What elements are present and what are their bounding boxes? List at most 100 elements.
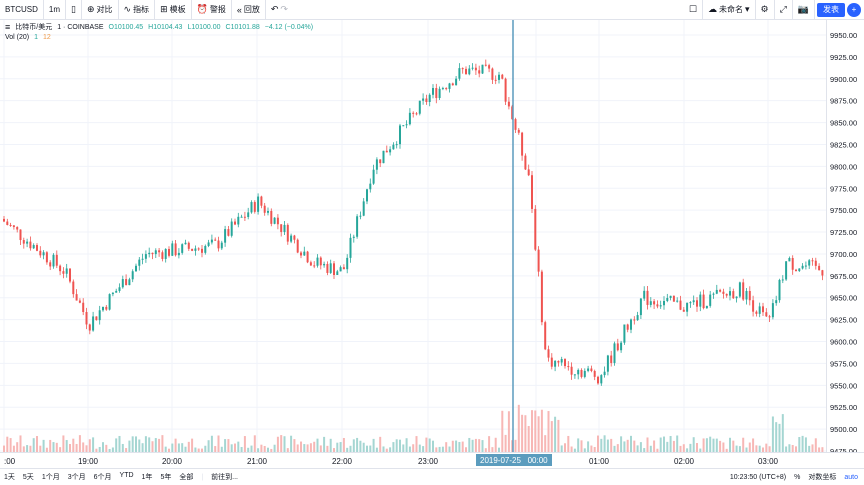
candle-body bbox=[125, 279, 128, 286]
chart-type-button[interactable]: ▯ bbox=[66, 0, 82, 20]
candle-body bbox=[171, 243, 174, 256]
publish-button[interactable]: 发表 bbox=[817, 2, 845, 17]
volume-bar bbox=[692, 437, 695, 452]
layout-button[interactable]: ☁ 未命名 ▾ bbox=[703, 0, 756, 20]
candle-body bbox=[253, 202, 256, 212]
volume-bar bbox=[768, 446, 771, 452]
volume-bar bbox=[336, 442, 339, 452]
range-4[interactable]: 6个月 bbox=[93, 474, 112, 481]
candle-body bbox=[273, 217, 276, 224]
candle-body bbox=[49, 262, 52, 267]
indicators-icon: ∿ bbox=[123, 4, 132, 14]
candle-body bbox=[29, 241, 32, 249]
templates-icon: ⊞ bbox=[160, 4, 168, 14]
candle-body bbox=[762, 306, 764, 313]
candle-body bbox=[630, 319, 632, 330]
snapshot-button[interactable]: 📷 bbox=[793, 0, 815, 20]
chart-area[interactable] bbox=[0, 20, 826, 452]
volume-bar bbox=[719, 440, 722, 452]
clock-label[interactable]: 10:23:50 (UTC+8) bbox=[729, 473, 787, 481]
candle-body bbox=[709, 294, 712, 306]
range-8[interactable]: 全部 bbox=[179, 474, 194, 481]
volume-bar bbox=[577, 438, 580, 452]
price-tick: 9700.00 bbox=[830, 250, 857, 259]
time-tick: 03:00 bbox=[758, 457, 779, 466]
volume-bar bbox=[514, 439, 517, 452]
volume-bar bbox=[313, 441, 316, 452]
volume-bar bbox=[382, 446, 385, 452]
volume-bar bbox=[646, 437, 649, 452]
redo-icon[interactable]: ↷ bbox=[280, 4, 288, 14]
volume-bar bbox=[705, 438, 708, 452]
candle-body bbox=[240, 216, 243, 218]
volume-bar bbox=[290, 435, 293, 452]
candle-body bbox=[108, 294, 111, 310]
templates-button[interactable]: ⊞ 模板 bbox=[155, 0, 192, 20]
goto-date-button[interactable]: 前往到... bbox=[211, 474, 239, 481]
indicators-label: 指标 bbox=[133, 5, 150, 14]
price-axis[interactable]: 9950.00 9925.00 9900.00 9875.00 9850.00 9825.… bbox=[826, 20, 864, 456]
candle-body bbox=[201, 248, 203, 253]
range-6[interactable]: 1年 bbox=[141, 474, 153, 481]
volume-bar bbox=[300, 441, 302, 452]
range-5[interactable]: YTD bbox=[119, 472, 134, 479]
candle-body bbox=[696, 300, 698, 307]
volume-bar bbox=[42, 439, 45, 452]
candle-body bbox=[243, 216, 246, 218]
candle-body bbox=[471, 67, 474, 69]
volume-bar bbox=[471, 439, 474, 452]
legend-eye-icon[interactable]: ≡ bbox=[5, 22, 11, 32]
candle-body bbox=[102, 306, 104, 311]
settings-button[interactable]: ⚙ bbox=[756, 0, 775, 20]
candle-body bbox=[217, 240, 220, 249]
add-circle-button[interactable]: + bbox=[847, 2, 861, 17]
candle-body bbox=[438, 88, 441, 99]
indicators-button[interactable]: ∿ 指标 bbox=[119, 0, 156, 20]
interval-button[interactable]: 1m bbox=[44, 0, 67, 20]
crosshair-date: 2019-07-25 bbox=[480, 455, 521, 465]
candle-body bbox=[781, 279, 784, 281]
volume-bar bbox=[425, 437, 428, 452]
volume-bar bbox=[540, 409, 543, 452]
candle-body bbox=[474, 67, 477, 71]
range-2[interactable]: 1个月 bbox=[41, 474, 60, 481]
candle-body bbox=[12, 225, 15, 228]
candle-body bbox=[164, 248, 167, 259]
percent-toggle[interactable]: % bbox=[794, 473, 801, 481]
compare-button[interactable]: ⊕ 对比 bbox=[82, 0, 119, 20]
volume-bar bbox=[82, 442, 85, 452]
candle-body bbox=[478, 70, 481, 74]
volume-bar bbox=[544, 435, 547, 452]
volume-bar bbox=[177, 443, 180, 452]
volume-bar bbox=[224, 439, 227, 452]
price-chart[interactable] bbox=[0, 20, 826, 452]
candle-body bbox=[280, 224, 283, 233]
maximize-button[interactable]: ⤢ bbox=[775, 0, 793, 20]
volume-bar bbox=[804, 437, 807, 452]
price-tick: 9950.00 bbox=[830, 31, 857, 40]
range-1[interactable]: 5天 bbox=[22, 474, 34, 481]
candle-body bbox=[39, 250, 42, 256]
time-axis[interactable]: :00 19:00 20:00 21:00 22:00 23:00 00:00 01:00 02… bbox=[0, 452, 864, 468]
price-tick: 9525.00 bbox=[830, 403, 857, 412]
alert-button[interactable]: ⏰ 警报 bbox=[192, 0, 232, 20]
volume-bar bbox=[663, 436, 665, 452]
auto-toggle[interactable]: auto bbox=[844, 473, 858, 481]
range-3[interactable]: 3个月 bbox=[67, 474, 86, 481]
time-tick: :00 bbox=[4, 457, 16, 466]
candle-body bbox=[128, 279, 131, 286]
fullscreen-toggle[interactable]: ☐ bbox=[684, 0, 703, 20]
candle-body bbox=[517, 129, 520, 133]
range-0[interactable]: 1天 bbox=[4, 474, 15, 481]
symbol-search[interactable]: BTCUSD bbox=[0, 0, 44, 20]
log-toggle[interactable]: 对数坐标 bbox=[808, 474, 837, 481]
volume-label[interactable]: Vol (20) bbox=[5, 34, 30, 41]
candle-body bbox=[263, 205, 266, 213]
candle-body bbox=[814, 260, 817, 266]
range-7[interactable]: 5年 bbox=[160, 474, 172, 481]
volume-bar bbox=[131, 436, 134, 452]
candle-body bbox=[428, 94, 431, 102]
candle-body bbox=[187, 242, 190, 249]
replay-button[interactable]: «回放 bbox=[232, 0, 266, 20]
undo-icon[interactable]: ↶ bbox=[270, 4, 279, 14]
